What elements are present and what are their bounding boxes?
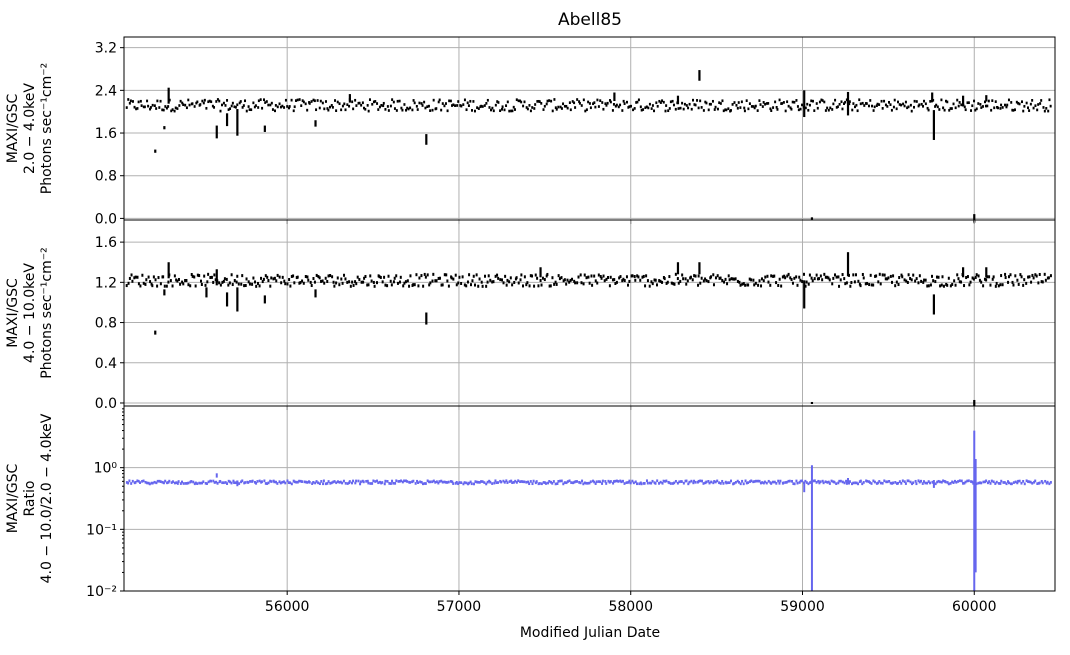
y-tick-label: 0.0	[95, 211, 117, 227]
y-tick-label: 3.2	[95, 41, 117, 57]
y-axis-label-line: MAXI/GSC	[5, 93, 21, 163]
chart-title: Abell85	[558, 10, 622, 30]
panel-ratio: 56000 57000 58000 59000 60000 10⁰ 10⁻¹ 10⁻² MAXI…	[5, 405, 1056, 615]
y-tick-label: 10⁻²	[86, 584, 117, 600]
y-tick-label: 1.6	[95, 235, 117, 251]
y-axis-label-line: 2.0 − 4.0keV	[22, 83, 38, 174]
panel-soft: 0.0 0.8 1.6 2.4 3.2 MAXI/GSC 2.0 − 4.0keV Photo…	[5, 36, 1056, 227]
y-axis-label-line: MAXI/GSC	[5, 278, 21, 348]
x-tick-label: 60000	[952, 599, 997, 615]
y-axis-label-line: Photons sec⁻¹cm⁻²	[39, 247, 55, 379]
x-tick-label: 57000	[437, 599, 482, 615]
y-axis-label-line: 4.0 − 10.0keV	[22, 263, 38, 363]
y-axis-label-line: Photons sec⁻¹cm⁻²	[39, 63, 55, 195]
panel-hard: 0.0 0.4 0.8 1.2 1.6 MAXI/GSC 4.0 − 10.0keV Phot…	[5, 219, 1056, 412]
y-axis-label-line: 4.0 − 10.0/2.0 − 4.0keV	[39, 413, 55, 583]
series-soft	[125, 70, 1052, 223]
y-tick-label: 0.4	[95, 356, 117, 372]
y-tick-label: 10⁰	[94, 461, 118, 477]
x-tick-label: 59000	[780, 599, 825, 615]
series-ratio	[125, 430, 1052, 591]
x-tick-label: 56000	[265, 599, 310, 615]
y-tick-label: 0.8	[95, 169, 117, 185]
y-tick-label: 1.6	[95, 126, 117, 142]
panel-frame	[123, 405, 1056, 592]
series-hard	[125, 252, 1052, 406]
y-tick-label: 0.0	[95, 396, 117, 412]
x-tick-label: 58000	[608, 599, 653, 615]
y-tick-label: 1.2	[95, 275, 117, 291]
y-tick-label: 2.4	[95, 83, 117, 99]
x-axis-label: Modified Julian Date	[520, 625, 660, 641]
panel-frame	[123, 36, 1056, 221]
y-axis-label-line: MAXI/GSC	[5, 463, 21, 533]
y-tick-label: 0.8	[95, 316, 117, 332]
y-tick-label: 10⁻¹	[86, 522, 117, 538]
y-axis-label-line: Ratio	[22, 481, 38, 517]
panel-frame	[123, 219, 1056, 407]
